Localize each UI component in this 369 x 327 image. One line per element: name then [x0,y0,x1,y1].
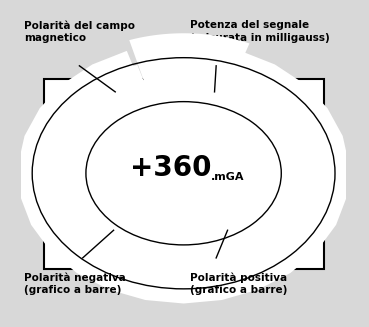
Polygon shape [70,220,113,252]
Polygon shape [220,68,255,110]
Polygon shape [60,99,110,133]
Polygon shape [76,223,121,261]
Text: Polarità positiva
(grafico a barre): Polarità positiva (grafico a barre) [190,273,287,296]
Polygon shape [70,95,113,127]
Polygon shape [130,240,154,282]
Polygon shape [241,229,277,266]
Polygon shape [108,235,139,275]
Polygon shape [273,194,327,218]
Polygon shape [259,100,309,134]
Polygon shape [271,201,321,223]
Polygon shape [35,181,88,198]
Polygon shape [115,237,149,280]
Polygon shape [201,242,227,285]
Polygon shape [34,167,86,180]
Polygon shape [278,145,330,159]
Text: .mGA: .mGA [211,172,244,181]
Polygon shape [48,114,100,143]
Polygon shape [256,215,306,250]
Polygon shape [162,244,180,287]
Polygon shape [185,244,203,287]
Polygon shape [138,241,164,285]
Polygon shape [39,130,93,154]
Polygon shape [35,148,88,166]
Polygon shape [235,76,276,117]
Polygon shape [129,33,249,131]
Polygon shape [45,125,95,146]
Polygon shape [265,111,313,137]
Polygon shape [60,214,110,248]
Polygon shape [38,189,90,204]
Polygon shape [212,241,234,282]
Polygon shape [248,87,294,125]
Polygon shape [56,211,103,238]
Polygon shape [263,212,310,239]
Polygon shape [273,127,324,148]
Polygon shape [115,67,149,110]
Polygon shape [130,65,154,106]
Polygon shape [178,245,186,287]
Text: Polarità del campo
magnetico: Polarità del campo magnetico [24,20,135,43]
Polygon shape [277,190,329,206]
Polygon shape [34,177,86,186]
Polygon shape [154,244,169,286]
Text: Polarità negativa
(grafico a barre): Polarità negativa (grafico a barre) [24,273,126,296]
Polygon shape [45,200,95,221]
Polygon shape [275,132,329,155]
Polygon shape [94,75,134,116]
Polygon shape [231,232,271,273]
Polygon shape [37,143,90,158]
Polygon shape [94,231,134,272]
Polygon shape [266,205,318,235]
Polygon shape [217,237,250,281]
Polygon shape [75,86,121,124]
Polygon shape [48,204,100,233]
Polygon shape [88,82,125,118]
Polygon shape [245,224,290,262]
Polygon shape [56,109,103,136]
Polygon shape [108,72,139,112]
Polygon shape [88,229,125,265]
Polygon shape [253,221,295,254]
Polygon shape [279,150,333,167]
Polygon shape [281,163,333,171]
Polygon shape [280,179,333,188]
Polygon shape [196,244,210,286]
Text: Potenza del segnale
(misurata in milligauss): Potenza del segnale (misurata in milliga… [190,20,330,43]
Polygon shape [227,236,256,275]
Ellipse shape [86,102,281,245]
Polygon shape [281,169,333,182]
Polygon shape [244,83,282,119]
Polygon shape [34,161,86,169]
Polygon shape [255,96,299,128]
Text: +360: +360 [130,154,211,182]
Polygon shape [230,73,262,112]
Polygon shape [279,182,332,200]
Polygon shape [39,193,93,216]
Bar [44,79,324,269]
Polygon shape [268,116,321,144]
Polygon shape [18,51,349,303]
